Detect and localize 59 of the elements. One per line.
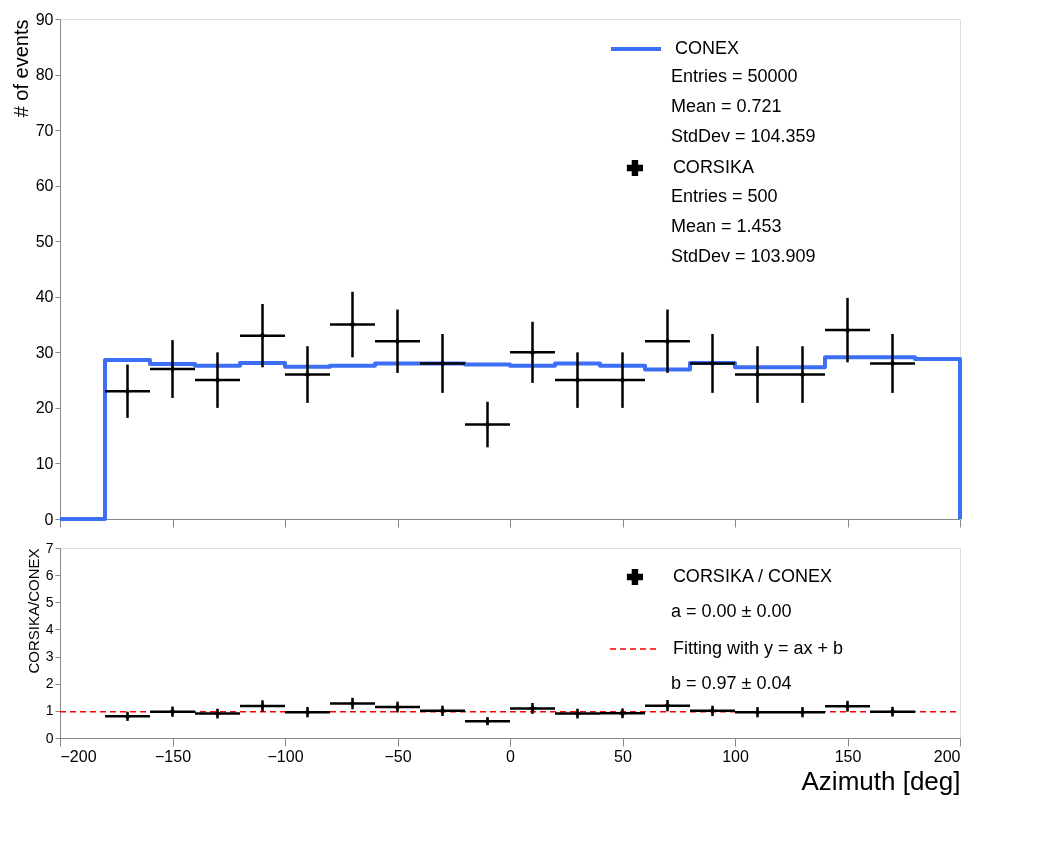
y-tick-label: 5: [45, 593, 54, 610]
y-tick-label: 7: [45, 539, 54, 556]
point: [349, 321, 356, 328]
y-tick-label: 0: [44, 510, 54, 528]
x-tick-label: 50: [614, 747, 632, 765]
x-tick-label: −100: [267, 747, 304, 765]
point: [574, 377, 581, 383]
point: [439, 360, 446, 367]
point: [214, 377, 221, 383]
y-tick-label: 10: [35, 454, 54, 472]
x-tick-label: 200: [933, 747, 961, 765]
point: [529, 349, 536, 356]
x-tick-label: −50: [384, 747, 412, 765]
point: [124, 388, 131, 394]
point: [754, 371, 761, 378]
y-tick-label: 1: [45, 702, 54, 719]
point: [709, 360, 716, 367]
x-tick-label: 0: [506, 747, 516, 765]
y-tick-label: 6: [45, 566, 54, 583]
annotation: StdDev = 104.359: [671, 126, 816, 146]
legend-label: CONEX: [675, 38, 740, 58]
point: [799, 371, 806, 378]
y-axis-title: CORSIKA/CONEX: [24, 548, 42, 674]
point: [484, 421, 491, 428]
x-tick-label: −200: [60, 747, 97, 765]
point: [394, 338, 401, 344]
x-tick-label: 150: [834, 747, 862, 765]
x-tick-label: 100: [722, 747, 749, 765]
y-axis-title: # of events: [9, 19, 32, 118]
point: [619, 377, 626, 383]
point: [844, 327, 851, 333]
point: [304, 371, 311, 378]
point: [664, 338, 671, 344]
legend-label: CORSIKA: [672, 156, 754, 177]
annotation: b = 0.97 ± 0.04: [671, 673, 792, 693]
y-tick-label: 30: [35, 343, 54, 361]
x-axis-title: Azimuth [deg]: [801, 765, 961, 796]
y-tick-label: 20: [35, 399, 54, 417]
point: [889, 360, 896, 367]
y-tick-label: 70: [35, 121, 54, 139]
annotation: a = 0.00 ± 0.00: [671, 601, 792, 621]
point: [259, 332, 266, 339]
y-tick-label: 40: [35, 288, 54, 306]
y-tick-label: 50: [35, 232, 54, 250]
annotation: Entries = 50000: [671, 66, 798, 86]
x-tick-label: −150: [154, 747, 192, 765]
annotation: StdDev = 103.909: [671, 246, 816, 266]
annotation: Entries = 500: [671, 186, 778, 206]
y-tick-label: 0: [45, 729, 54, 746]
y-tick-label: 4: [45, 620, 54, 637]
y-tick-label: 80: [35, 66, 54, 84]
legend-label: Fitting with y = ax + b: [673, 638, 844, 658]
y-tick-label: 60: [35, 177, 54, 195]
annotation: Mean = 1.453: [671, 216, 782, 236]
annotation: Mean = 0.721: [671, 96, 782, 116]
y-tick-label: 2: [45, 675, 54, 692]
y-tick-label: 3: [45, 648, 54, 665]
y-tick-label: 90: [35, 10, 54, 28]
legend-label: CORSIKA / CONEX: [672, 565, 832, 586]
